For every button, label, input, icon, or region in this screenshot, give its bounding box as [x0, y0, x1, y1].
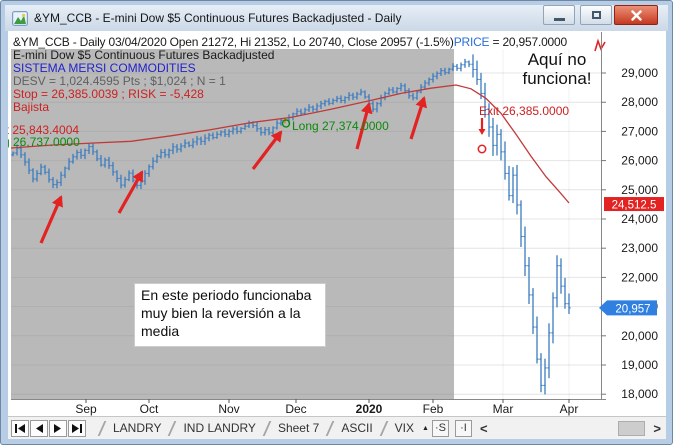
handwritten-note: Aquí no funciona! — [522, 50, 592, 89]
chart-app-icon — [12, 10, 28, 26]
price-axis-label: 18,000 — [621, 387, 658, 401]
exit-label-left: it 25,843.4004 — [8, 123, 80, 137]
restore-icon — [591, 11, 601, 19]
scrollbar-thumb[interactable] — [618, 420, 646, 436]
scroll-left-icon[interactable]: < — [479, 420, 488, 436]
first-icon — [15, 423, 25, 433]
tab-separator — [97, 420, 107, 436]
time-axis-label: Feb — [423, 402, 444, 416]
time-axis-label: Apr — [560, 402, 579, 416]
price-axis-label: 26,000 — [621, 154, 658, 168]
trend-state-label: Bajista — [13, 100, 50, 114]
price-axis-label: 25,000 — [621, 183, 658, 197]
sheet-tab-vix[interactable]: VIX — [394, 421, 414, 435]
long-entry-marker — [281, 119, 291, 128]
price-indicator-label: PRICE — [453, 35, 490, 49]
long-entry-label: Long 27,374.0000 — [292, 119, 389, 133]
price-axis-label: 19,000 — [621, 358, 658, 372]
mini-tab-i[interactable]: ·I — [454, 419, 472, 437]
first-sheet-button[interactable] — [11, 419, 29, 437]
stop-risk-readout: Stop = 26,385.0039 ; RISK = -5,428 — [13, 87, 204, 101]
sheet-tab-ind-landry[interactable]: IND LANDRY — [183, 421, 256, 435]
ma-value-badge-label: 24,512.5 — [612, 200, 657, 212]
close-icon — [630, 9, 642, 21]
mini-tabs: ·S ·I — [429, 419, 475, 437]
minimize-icon — [553, 17, 565, 21]
quote-status-line: &YM_CCB - Daily 03/04/2020 Open 21272, H… — [13, 35, 567, 49]
mini-tab-s[interactable]: ·S — [431, 419, 449, 437]
tab-separator — [325, 420, 335, 436]
sell-marker-arrowhead — [478, 129, 486, 135]
long-label-left: g 26,737.0000 — [8, 135, 80, 149]
previous-sheet-button[interactable] — [30, 419, 48, 437]
last-price-badge-label: 20,957 — [615, 303, 650, 315]
time-axis[interactable]: Sep Oct Nov Dec 2020 Feb Mar Apr — [75, 399, 578, 416]
ma-value-badge — [604, 197, 664, 212]
sheet-tab-sheet-7[interactable]: Sheet 7 — [277, 421, 320, 435]
entry-circle-marker — [477, 144, 487, 154]
price-axis-label: 27,000 — [621, 124, 658, 138]
tab-separator — [379, 420, 388, 436]
previous-icon — [36, 423, 43, 433]
price-sparkline-icon — [594, 38, 606, 52]
annotation-arrow — [39, 195, 63, 244]
annotation-arrow — [251, 130, 283, 170]
time-axis-label: Mar — [493, 402, 514, 416]
last-sheet-button[interactable] — [68, 419, 86, 437]
price-axis-label: 20,000 — [621, 329, 658, 343]
time-axis-label: Oct — [140, 402, 159, 416]
mean-reversion-average-line — [10, 84, 570, 204]
price-axis-label: 28,000 — [621, 95, 658, 109]
period-note-box[interactable]: En este periodo funcionaba muy bien la r… — [134, 283, 326, 347]
exit-label-right: Exit 26,385.0000 — [479, 104, 570, 118]
minimize-button[interactable] — [543, 5, 575, 25]
tab-overflow-icon: ▲ — [422, 424, 429, 432]
sheet-tab-bar: LANDRY IND LANDRY Sheet 7 ASCII VIX ▲ ·S ·I <… — [8, 416, 666, 439]
time-axis-label: Nov — [218, 402, 239, 416]
system-name: SISTEMA MERSI COMMODITIES — [13, 61, 196, 75]
price-axis-label: 23,000 — [621, 241, 658, 255]
sheet-tab-landry[interactable]: LANDRY — [113, 421, 162, 435]
last-icon — [72, 423, 82, 433]
last-price-badge — [599, 300, 657, 316]
sheet-tabs: LANDRY IND LANDRY Sheet 7 ASCII VIX — [97, 420, 420, 436]
time-axis-label: Dec — [285, 402, 306, 416]
window-title: &YM_CCB - E-mini Dow $5 Continuous Futur… — [34, 11, 402, 25]
symbol-description: E-mini Dow $5 Continuous Futures Backadj… — [13, 48, 275, 62]
price-axis-label: 29,000 — [621, 66, 658, 80]
tab-separator — [168, 420, 177, 436]
annotation-arrow — [409, 96, 427, 140]
price-axis-label: 24,000 — [621, 212, 658, 226]
chart-panel: 29,000 28,000 27,000 26,000 25,000 24,000 23,0… — [8, 31, 666, 439]
price-axis-label: 22,000 — [621, 270, 658, 284]
sheet-tab-ascii[interactable]: ASCII — [341, 421, 373, 435]
tab-separator — [262, 420, 272, 436]
annotation-arrow — [117, 170, 144, 214]
close-button[interactable] — [614, 5, 658, 25]
price-axis[interactable]: 29,000 28,000 27,000 26,000 25,000 24,000 23,0… — [601, 66, 658, 401]
desv-readout: DESV = 1,024.4595 Pts ; $1,024 ; N = 1 — [13, 74, 226, 88]
next-icon — [54, 423, 61, 433]
scroll-right-icon[interactable]: > — [653, 420, 661, 436]
time-axis-label: Sep — [75, 402, 97, 416]
annotation-arrow — [355, 102, 373, 150]
next-sheet-button[interactable] — [49, 419, 67, 437]
restore-button[interactable] — [580, 5, 612, 25]
time-axis-label: 2020 — [356, 402, 383, 416]
